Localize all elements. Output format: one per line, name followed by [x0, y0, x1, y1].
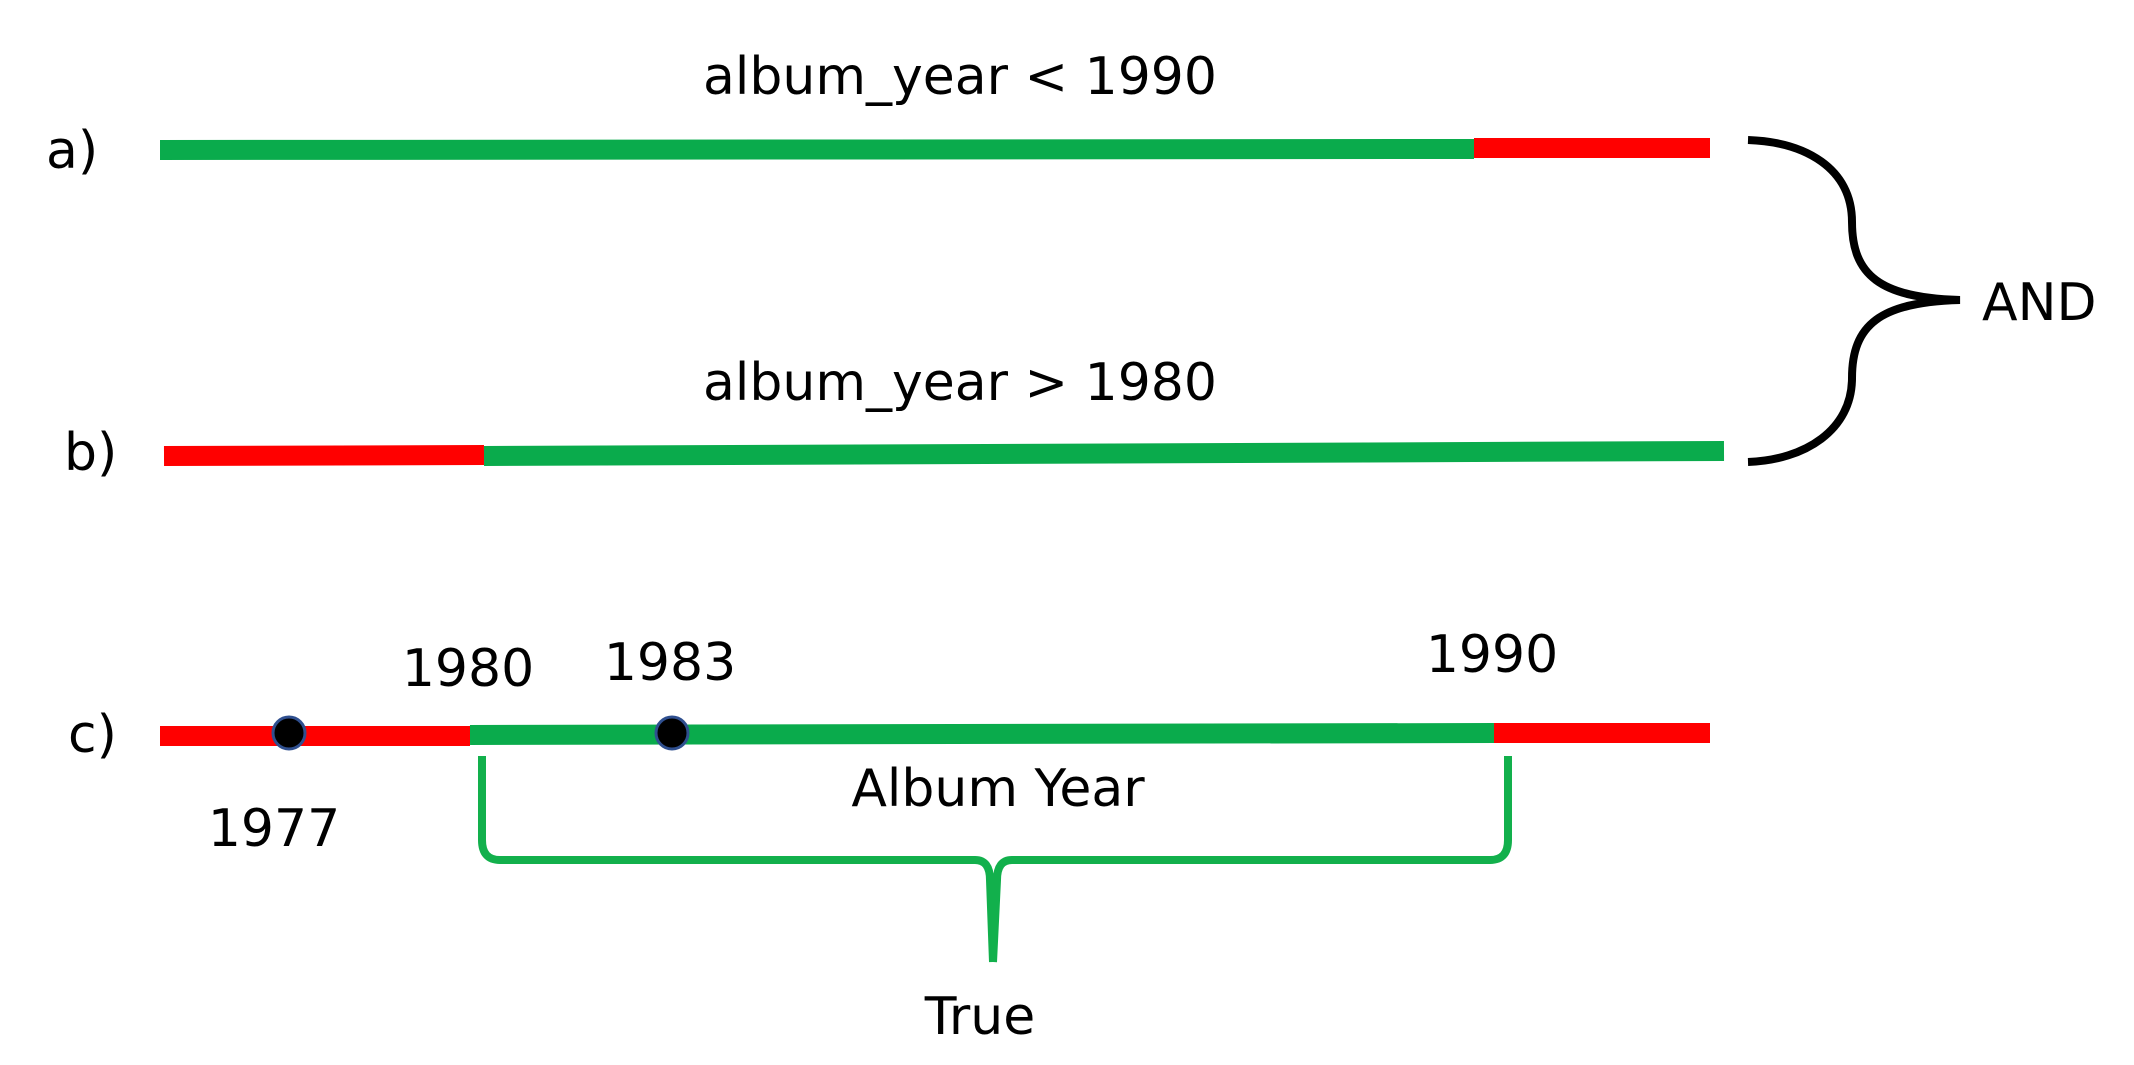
- and-brace: [1747, 136, 1961, 466]
- row-a-label: a): [46, 121, 98, 181]
- row-a-true-segment: [159, 139, 1475, 160]
- true-brace-right: [989, 756, 1512, 963]
- tick-1980: 1980: [402, 639, 534, 699]
- row-b-condition: album_year > 1980: [703, 353, 1217, 413]
- point-1977: [271, 715, 307, 751]
- and-label: AND: [1982, 273, 2097, 333]
- true-label: True: [924, 987, 1035, 1047]
- tick-1990: 1990: [1426, 625, 1558, 685]
- row-b-true-segment: [483, 441, 1725, 466]
- row-b-label: b): [64, 423, 117, 483]
- row-c-true-segment: [469, 723, 1495, 745]
- tick-1977: 1977: [208, 799, 340, 859]
- true-brace-left: [478, 756, 997, 963]
- tick-1983: 1983: [604, 633, 736, 693]
- axis-label-album-year: Album Year: [851, 759, 1145, 819]
- row-b-false-segment: [163, 445, 485, 466]
- row-c-label: c): [68, 705, 117, 765]
- point-1983: [654, 715, 690, 751]
- row-a-condition: album_year < 1990: [703, 47, 1217, 107]
